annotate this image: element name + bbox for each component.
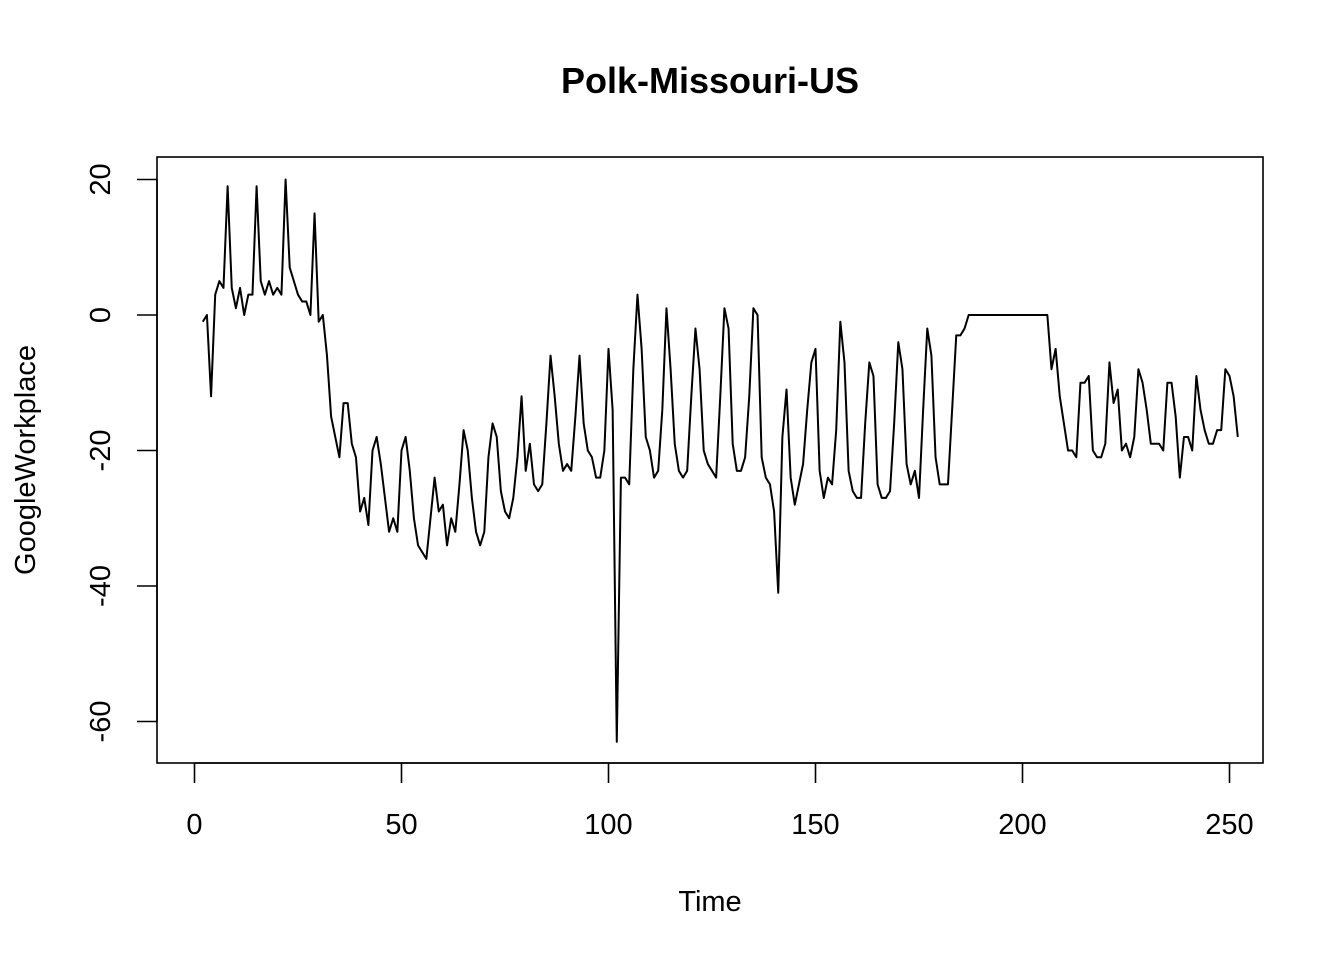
x-axis: 0 50 100 150 200 250	[186, 762, 1254, 841]
plot-frame	[156, 156, 1264, 764]
x-tick-label: 250	[1205, 809, 1253, 841]
x-tick-label: 0	[186, 809, 202, 841]
y-tick-label: -60	[85, 701, 117, 743]
y-tick-label: -40	[85, 565, 117, 607]
series-line	[201, 178, 1239, 743]
y-axis-label: GoogleWorkplace	[10, 345, 42, 575]
x-tick-label: 150	[791, 809, 839, 841]
y-tick-label: 0	[85, 307, 117, 323]
x-tick-label: 100	[584, 809, 632, 841]
y-tick-label: -20	[85, 430, 117, 472]
x-axis-label: Time	[678, 886, 741, 918]
series-layer	[201, 178, 1239, 743]
y-tick-label: 20	[85, 163, 117, 195]
x-tick-label: 50	[385, 809, 417, 841]
x-tick-label: 200	[998, 809, 1046, 841]
y-axis: -60 -40 -20 0 20	[85, 163, 158, 743]
chart-title: Polk-Missouri-US	[561, 60, 859, 101]
